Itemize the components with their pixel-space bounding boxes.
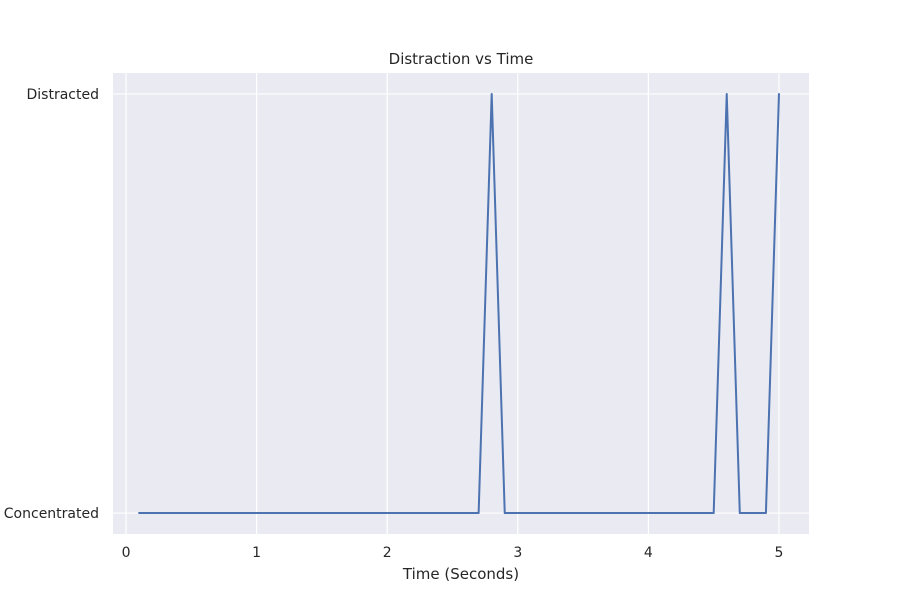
series-line [138, 92, 780, 515]
x-tick-label: 4 [644, 545, 653, 561]
y-tick-label: Distracted [27, 87, 99, 103]
x-tick-label: 5 [775, 545, 784, 561]
chart-title: Distraction vs Time [389, 50, 534, 68]
series-layer [138, 92, 780, 515]
x-axis-label: Time (Seconds) [402, 565, 519, 583]
plot-area [113, 73, 809, 534]
x-tick-label: 1 [252, 545, 261, 561]
x-tick-label: 0 [122, 545, 131, 561]
x-tick-label: 3 [513, 545, 522, 561]
x-axis-ticks: 0 1 2 3 4 5 [122, 545, 784, 561]
y-tick-label: Concentrated [4, 506, 99, 522]
x-tick-label: 2 [383, 545, 392, 561]
y-axis-ticks: Concentrated Distracted [4, 87, 99, 522]
